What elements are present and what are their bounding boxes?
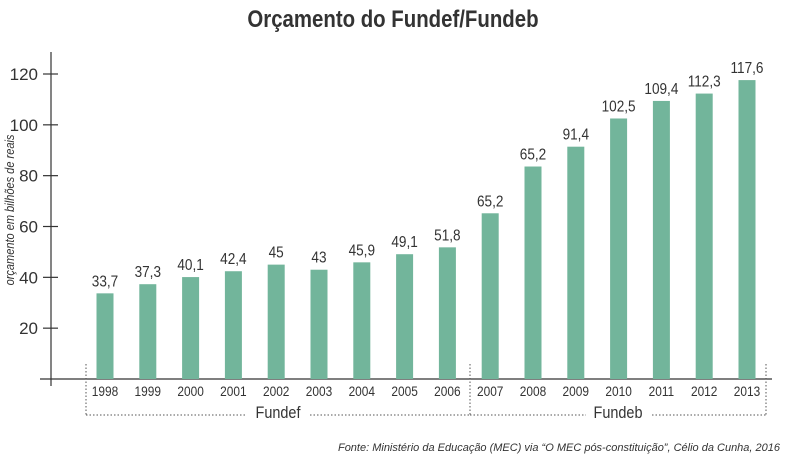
x-tick-label: 2002 [263, 383, 289, 399]
y-tick-label: 120 [10, 65, 38, 84]
source-note: Fonte: Ministério da Educação (MEC) via … [338, 442, 781, 454]
group-label-bg [586, 402, 650, 420]
y-tick-label: 60 [19, 218, 38, 237]
data-label: 43 [311, 250, 326, 267]
y-tick-label: 20 [19, 319, 38, 338]
bar-1998 [96, 293, 114, 379]
data-label: 51,8 [434, 227, 460, 244]
x-tick-label: 2011 [649, 383, 675, 399]
y-tick-label: 100 [10, 116, 38, 135]
data-label: 109,4 [644, 81, 678, 98]
data-label: 112,3 [688, 74, 721, 91]
data-label: 117,6 [731, 60, 764, 77]
data-label: 42,4 [220, 251, 246, 268]
group-label-fundef: Fundef [256, 404, 302, 422]
data-label: 91,4 [563, 127, 589, 144]
x-tick-label: 2003 [306, 383, 332, 399]
bar-2010 [610, 118, 628, 380]
x-tick-label: 2005 [391, 383, 417, 399]
x-tick-label: 2007 [477, 383, 503, 399]
group-label-bg [246, 402, 310, 420]
bar-2000 [182, 277, 200, 379]
x-tick-label: 2009 [563, 383, 589, 399]
data-label: 102,5 [602, 99, 636, 116]
chart-title: Orçamento do Fundef/Fundeb [247, 5, 538, 32]
y-tick-label: 80 [19, 167, 38, 186]
data-label: 37,3 [135, 264, 161, 281]
data-label: 49,1 [391, 234, 417, 251]
bar-2008 [524, 166, 542, 379]
x-tick-label: 2006 [434, 383, 460, 399]
bar-2004 [353, 262, 371, 379]
x-tick-label: 1998 [92, 383, 118, 399]
bar-2001 [224, 271, 242, 379]
data-label: 45 [269, 245, 284, 262]
bar-2012 [695, 93, 713, 379]
x-tick-label: 2004 [349, 383, 375, 399]
x-tick-label: 2013 [734, 383, 760, 399]
x-tick-label: 1999 [135, 383, 161, 399]
bar-2009 [567, 146, 585, 379]
bar-2007 [481, 213, 499, 379]
y-axis-label: orçamento em bilhões de reais [2, 135, 17, 286]
group-label-fundeb: Fundeb [594, 404, 643, 422]
data-label: 45,9 [349, 242, 375, 259]
x-tick-label: 2010 [605, 383, 631, 399]
x-tick-label: 2001 [220, 383, 246, 399]
bar-2011 [652, 100, 670, 380]
data-label: 33,7 [92, 273, 118, 290]
bar-2006 [438, 247, 456, 379]
bar-2002 [267, 264, 285, 379]
data-label: 40,1 [177, 257, 203, 274]
x-tick-label: 2008 [520, 383, 546, 399]
x-tick-label: 2012 [691, 383, 717, 399]
y-tick-label: 40 [19, 268, 38, 287]
bar-2005 [396, 254, 414, 379]
data-label: 65,2 [477, 193, 503, 210]
bar-2013 [738, 80, 756, 379]
bar-1999 [139, 284, 157, 379]
x-tick-label: 2000 [177, 383, 203, 399]
bar-2003 [310, 269, 328, 379]
data-label: 65,2 [520, 147, 546, 164]
